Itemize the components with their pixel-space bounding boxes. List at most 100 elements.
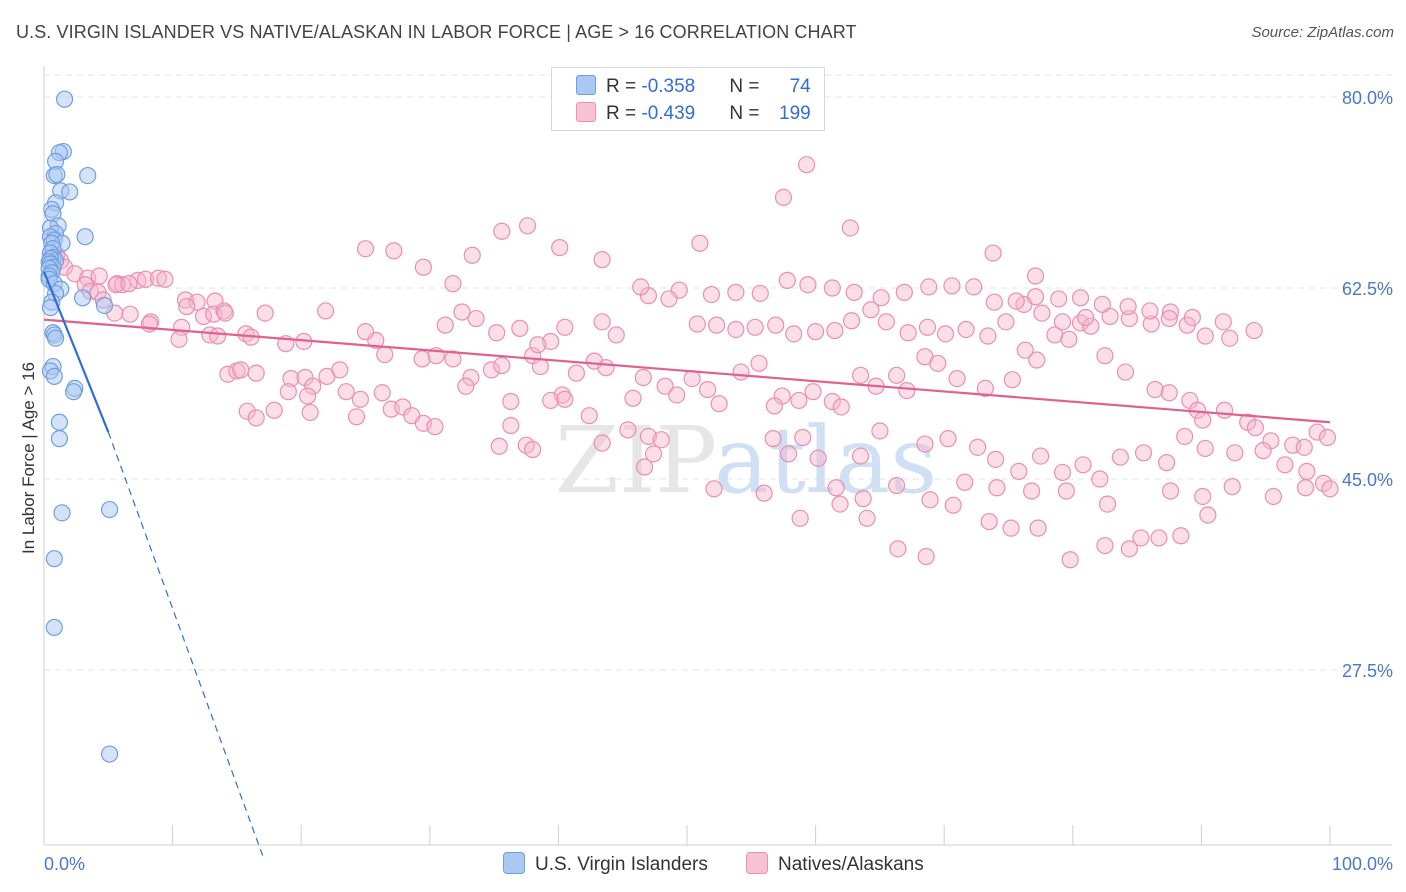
native-alaskan-point [337,383,355,401]
native-alaskan-point [1246,419,1265,437]
native-alaskan-point [727,320,745,339]
native-alaskan-point [1132,529,1150,547]
native-alaskan-point [683,369,701,388]
native-alaskan-point [493,222,511,240]
native-alaskan-point [373,384,391,402]
virgin-islander-point [64,383,83,401]
native-alaskan-point [1098,495,1117,513]
native-alaskan-point [1033,304,1051,322]
native-alaskan-point [895,283,913,301]
native-alaskan-point [634,368,652,387]
native-alaskan-point [988,479,1006,497]
native-alaskan-point [1096,536,1114,555]
native-alaskan-point [750,354,768,372]
native-alaskan-point [463,246,481,264]
native-alaskan-point [668,386,686,404]
native-alaskan-point [779,445,798,463]
native-alaskan-point [90,267,108,285]
legend-r-label: R = [606,76,642,97]
native-alaskan-point [854,490,872,508]
native-alaskan-point [1160,384,1178,402]
native-alaskan-point [732,363,750,381]
y-tick-label: 27.5% [1342,661,1393,681]
native-alaskan-point [607,326,625,344]
native-alaskan-point [898,381,916,400]
native-alaskan-point [985,293,1003,311]
native-alaskan-point [767,316,785,334]
native-alaskan-point [1215,401,1234,419]
native-alaskan-point [918,318,937,336]
native-alaskan-point [652,431,670,449]
native-alaskan-point [1060,330,1078,348]
virgin-islander-point [53,504,71,522]
native-alaskan-point [841,219,859,237]
y-tick-label: 62.5% [1342,279,1393,299]
native-alaskan-point [556,390,574,408]
native-alaskan-point [976,379,994,398]
native-alaskan-point [957,320,975,339]
native-alaskan-point [1007,292,1025,310]
native-alaskan-point [877,313,895,331]
x-tick-label-max: 100.0% [1332,854,1393,874]
native-alaskan-point [462,368,480,387]
native-alaskan-point [765,397,784,415]
bottom-legend-label: Natives/Alaskans [778,854,924,875]
legend-row-series2: R = -0.439 N = 199 [576,102,811,125]
native-alaskan-point [502,392,520,411]
watermark-zip: ZIP [555,407,717,514]
native-alaskan-point [1161,482,1180,500]
native-alaskan-point [531,357,549,376]
native-alaskan-point [1016,341,1034,359]
native-alaskan-point [751,284,769,303]
native-alaskan-point [1298,462,1316,480]
native-alaskan-point [524,440,542,459]
native-alaskan-point [567,364,586,382]
virgin-islander-point [61,183,79,201]
native-alaskan-point [965,278,983,296]
native-alaskan-point [939,430,957,448]
native-alaskan-point [488,324,506,342]
native-alaskan-point [178,297,196,316]
native-alaskan-point [556,318,574,336]
native-alaskan-point [66,265,84,283]
native-alaskan-point [1214,313,1232,331]
native-alaskan-point [688,315,706,333]
legend-row-series1: R = -0.358 N = 74 [576,75,811,98]
native-alaskan-point [232,361,250,379]
native-alaskan-point [444,350,462,368]
native-alaskan-point [467,309,485,328]
native-alaskan-point [1318,428,1337,447]
virgin-islander-point [46,329,65,347]
native-alaskan-point [635,458,654,476]
virgin-islander-point [50,430,69,448]
native-alaskan-point [698,380,717,399]
virgin-islander-point [100,745,119,763]
x-tick-label-min: 0.0% [44,854,85,874]
native-alaskan-point [1023,482,1041,500]
native-alaskan-point [845,283,863,301]
native-alaskan-point [727,283,745,301]
native-alaskan-point [331,361,349,379]
native-alaskan-point [444,275,462,293]
native-alaskan-point [593,313,611,331]
native-alaskan-point [351,390,369,408]
native-alaskan-point [518,217,537,235]
native-alaskan-point [619,421,637,439]
chart-title: U.S. VIRGIN ISLANDER VS NATIVE/ALASKAN I… [16,22,857,42]
native-alaskan-point [1003,371,1021,389]
native-alaskan-point [597,359,615,377]
native-alaskan-point [502,416,520,435]
y-tick-label: 80.0% [1342,88,1393,108]
native-alaskan-point [1093,295,1111,313]
native-alaskan-point [413,350,431,368]
native-alaskan-point [414,258,432,276]
native-alaskan-point [113,276,132,294]
native-alaskan-point [852,447,870,465]
native-alaskan-point [120,275,138,293]
native-alaskan-point [852,366,870,384]
native-alaskan-point [832,398,850,416]
bottom-legend-series1: U.S. Virgin Islanders [503,852,708,876]
native-alaskan-point [426,418,444,436]
virgin-islander-point [45,618,63,637]
native-alaskan-point [1120,540,1138,558]
